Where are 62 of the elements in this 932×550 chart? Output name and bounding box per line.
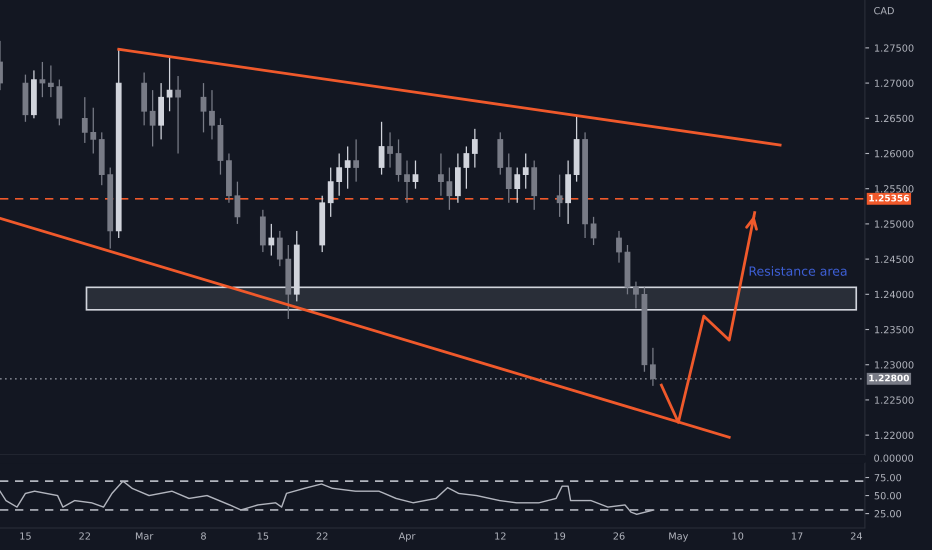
candlestick [472, 128, 478, 168]
candlestick [556, 174, 563, 218]
x-tick-label: 22 [316, 532, 328, 540]
x-tick-label: 24 [850, 532, 862, 540]
x-tick-label: 15 [20, 532, 31, 540]
candlestick [412, 160, 418, 190]
candlestick [387, 132, 393, 168]
y-tick-label: 1.26500 [874, 114, 914, 122]
x-tick-label: 15 [258, 532, 268, 540]
text: 0.00000 [874, 454, 914, 462]
x-tick-label: 8 [201, 532, 206, 540]
candlestick [506, 152, 512, 204]
ref-line-label: 1.22800 [869, 374, 910, 382]
text: CAD [874, 6, 894, 14]
x-tick-label: 22 [79, 532, 90, 540]
candlestick [150, 90, 156, 148]
candlestick [590, 216, 596, 246]
band-label: Resistance area [750, 266, 846, 276]
candlestick [378, 121, 384, 176]
x-tick-label: 26 [614, 532, 625, 540]
y-tick-label: 1.27000 [874, 80, 914, 87]
y-tick-label: 1.25000 [874, 220, 914, 228]
candlestick [463, 146, 470, 190]
y-tick-label: 25.00 [874, 510, 902, 518]
candlestick [328, 166, 334, 218]
candlestick [234, 181, 240, 225]
y-tick-label: 1.25500 [874, 185, 914, 193]
x-tick-label: Apr [398, 532, 416, 542]
x-tick-label: 10 [732, 532, 744, 540]
candlestick [209, 90, 215, 140]
y-tick-label: 1.22500 [874, 396, 914, 404]
y-tick-label: 1.22000 [874, 432, 914, 439]
candlestick [446, 166, 452, 210]
candlestick [616, 230, 622, 264]
candlestick [268, 223, 274, 256]
candlestick [404, 160, 410, 204]
x-tick-label: 12 [495, 532, 506, 540]
candlestick [344, 146, 351, 190]
y-tick-label: 50.00 [874, 492, 902, 500]
x-tick-label: Mar [136, 532, 154, 540]
y-tick-label: 1.24500 [874, 256, 914, 263]
y-tick-label: 1.26000 [874, 150, 914, 158]
y-tick-label: 1.24000 [874, 290, 914, 298]
ref-line-label: 1.25356 [869, 194, 909, 202]
candlestick [353, 138, 360, 182]
candlestick [438, 152, 444, 196]
x-tick-label: May [669, 532, 688, 542]
candlestick [336, 152, 342, 196]
y-tick-label: 1.23000 [874, 361, 914, 369]
candlestick [276, 230, 283, 267]
candlestick [200, 82, 206, 133]
candlestick [175, 75, 181, 154]
candlestick [522, 152, 529, 190]
candlestick [166, 56, 172, 112]
y-tick-label: 1.27500 [874, 44, 914, 52]
candlestick [396, 138, 402, 182]
candlestick [514, 166, 520, 204]
candlestick [633, 281, 639, 310]
x-tick-label: 17 [792, 532, 802, 540]
y-tick-label: 75.00 [874, 474, 902, 482]
y-tick-label: 1.23500 [874, 326, 914, 334]
x-tick-label: 19 [554, 532, 566, 540]
